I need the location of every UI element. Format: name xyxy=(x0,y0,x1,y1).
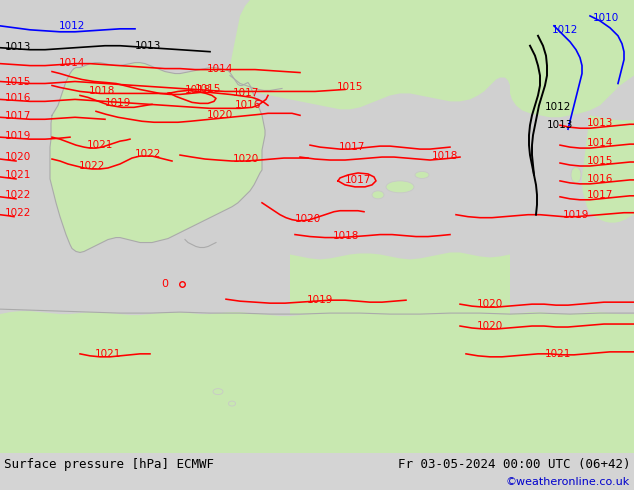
Text: 1015: 1015 xyxy=(337,82,363,93)
Text: 1017: 1017 xyxy=(345,175,371,185)
Text: 1017: 1017 xyxy=(5,111,31,122)
Text: 1014: 1014 xyxy=(59,58,85,68)
Text: 1012: 1012 xyxy=(59,21,85,31)
Text: 1017: 1017 xyxy=(587,190,613,200)
Polygon shape xyxy=(230,0,634,117)
Text: 1012: 1012 xyxy=(545,102,571,112)
Text: 1022: 1022 xyxy=(5,190,31,200)
Text: 0: 0 xyxy=(162,279,169,289)
Text: 1015: 1015 xyxy=(587,156,613,166)
Text: 1017: 1017 xyxy=(339,142,365,152)
Text: 1020: 1020 xyxy=(477,321,503,331)
Text: 1020: 1020 xyxy=(5,152,31,162)
Ellipse shape xyxy=(213,389,223,394)
Text: 1019: 1019 xyxy=(105,98,131,108)
Ellipse shape xyxy=(228,401,235,406)
Text: Surface pressure [hPa] ECMWF: Surface pressure [hPa] ECMWF xyxy=(4,458,214,471)
Text: 1015: 1015 xyxy=(195,84,221,95)
Text: 1019: 1019 xyxy=(563,210,589,220)
Text: 1021: 1021 xyxy=(5,170,31,180)
Ellipse shape xyxy=(571,167,581,183)
Text: 1010: 1010 xyxy=(593,13,619,23)
Text: 1013: 1013 xyxy=(135,41,161,51)
Text: 1016: 1016 xyxy=(5,94,31,103)
Text: 1018: 1018 xyxy=(185,85,211,96)
Text: 1021: 1021 xyxy=(545,349,571,359)
Text: 1020: 1020 xyxy=(295,214,321,223)
Text: 1013: 1013 xyxy=(587,118,613,128)
Text: 1021: 1021 xyxy=(87,140,113,150)
Text: 1017: 1017 xyxy=(233,88,259,98)
Text: 1022: 1022 xyxy=(5,208,31,218)
Text: 1019: 1019 xyxy=(307,295,333,305)
Text: 1021: 1021 xyxy=(95,349,121,359)
Ellipse shape xyxy=(415,172,429,178)
Text: 1020: 1020 xyxy=(233,154,259,164)
Text: 1014: 1014 xyxy=(207,64,233,74)
Text: 1018: 1018 xyxy=(432,151,458,161)
Text: 1018: 1018 xyxy=(89,86,115,97)
Text: 1022: 1022 xyxy=(135,149,161,159)
Ellipse shape xyxy=(386,181,414,193)
Text: 1016: 1016 xyxy=(587,174,613,184)
Text: 1022: 1022 xyxy=(79,161,105,171)
Polygon shape xyxy=(290,252,510,314)
Text: 1014: 1014 xyxy=(587,138,613,148)
Text: 1020: 1020 xyxy=(477,299,503,309)
Text: 1013: 1013 xyxy=(5,42,31,52)
Polygon shape xyxy=(50,63,265,252)
Ellipse shape xyxy=(372,191,384,199)
Polygon shape xyxy=(582,115,634,222)
Text: ©weatheronline.co.uk: ©weatheronline.co.uk xyxy=(506,477,630,487)
Text: 1018: 1018 xyxy=(333,231,359,241)
Text: 1019: 1019 xyxy=(5,131,31,141)
Text: 1013: 1013 xyxy=(547,120,573,130)
Text: Fr 03-05-2024 00:00 UTC (06+42): Fr 03-05-2024 00:00 UTC (06+42) xyxy=(398,458,630,471)
Text: 1016: 1016 xyxy=(235,100,261,110)
Text: 1020: 1020 xyxy=(207,110,233,121)
Polygon shape xyxy=(0,311,634,453)
Text: 1012: 1012 xyxy=(552,25,578,35)
Text: 1015: 1015 xyxy=(5,76,31,87)
